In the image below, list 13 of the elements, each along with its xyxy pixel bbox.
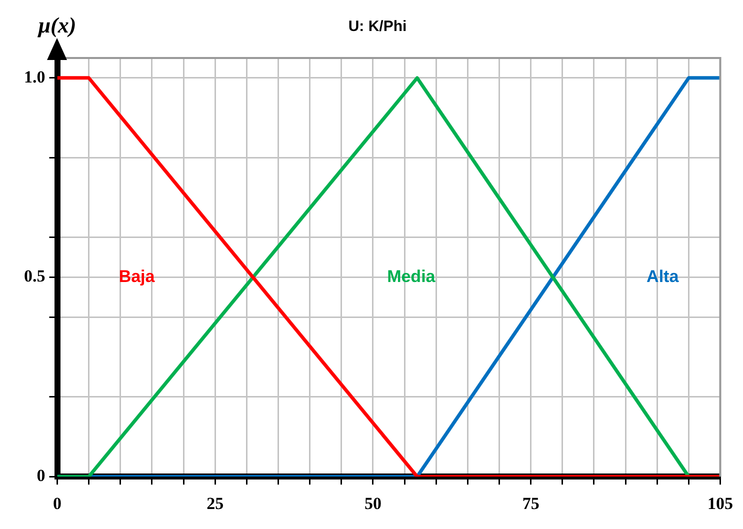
y-tick-label: 1.0: [24, 67, 46, 86]
x-tick-label: 75: [522, 494, 540, 514]
text: Alta: [646, 266, 680, 286]
y-tick-label: 0.5: [24, 266, 46, 286]
y-axis-title: μ(x): [37, 12, 76, 38]
x-tick-label: 50: [364, 494, 382, 514]
y-tick-label: 0: [36, 466, 46, 485]
text: Baja: [118, 266, 156, 286]
text: Media: [387, 266, 436, 286]
chart-title: U: K/Phi: [348, 18, 407, 36]
x-tick-label: 105: [708, 494, 733, 514]
x-tick-label: 0: [53, 494, 62, 514]
x-tick-label: 25: [206, 494, 224, 514]
